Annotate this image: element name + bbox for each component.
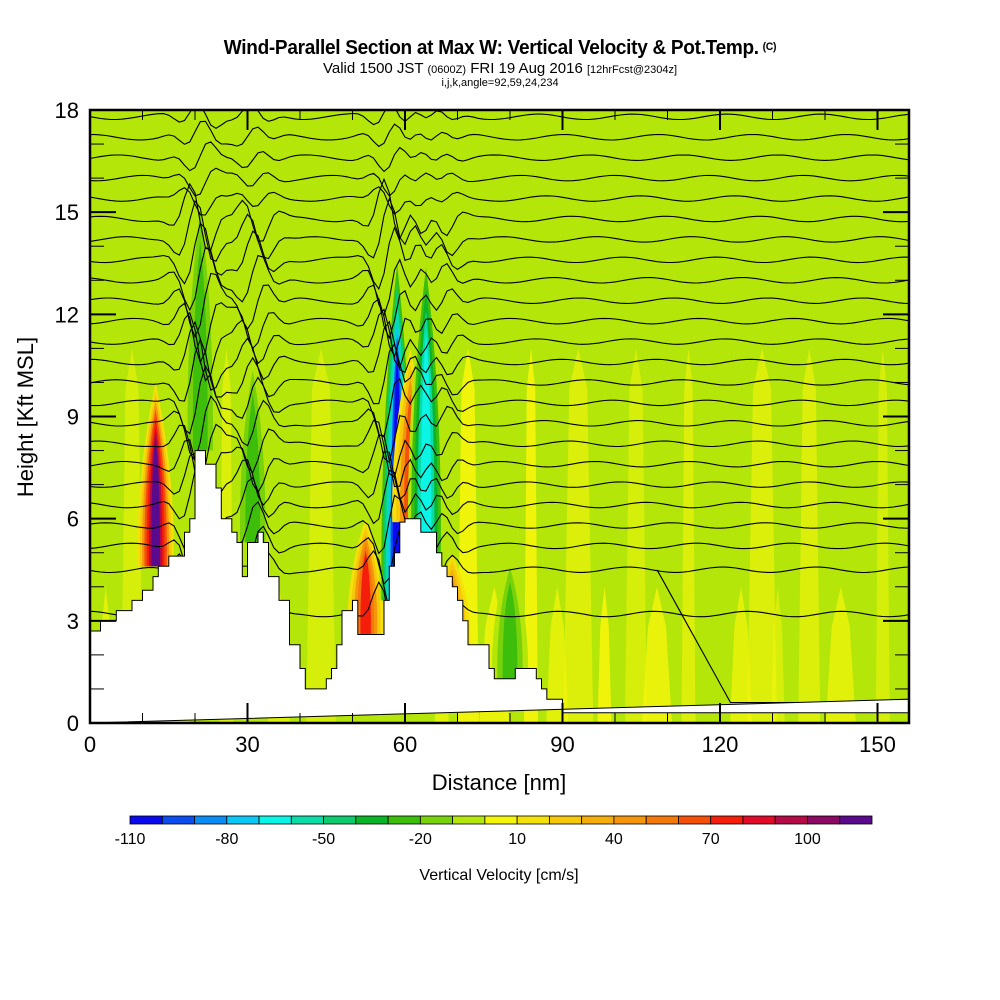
- weak-updraft-band: [798, 348, 821, 723]
- forecast-info: [12hrFcst@2304z]: [586, 64, 678, 76]
- y-axis-label: Height [Kft MSL]: [13, 337, 38, 497]
- x-tick-label: 0: [84, 732, 96, 757]
- colorbar-swatch: [710, 815, 744, 825]
- downdraft-band: [245, 393, 261, 543]
- weak-updraft-band: [306, 348, 336, 723]
- weak-updraft-band: [681, 348, 696, 723]
- colorbar-swatch: [419, 815, 454, 825]
- theta-contour: [90, 297, 909, 364]
- updraft-band: [151, 437, 160, 567]
- axes: 0 30 60 90 120 150 0 3 6 9 12 15 18: [55, 98, 911, 757]
- y-tick-label: 9: [67, 405, 79, 430]
- x-tick-label: 30: [235, 732, 259, 757]
- colorbar-tick-label: -80: [215, 831, 238, 848]
- colorbar-swatch: [645, 815, 679, 825]
- theta-contour: [90, 197, 909, 263]
- colorbar-swatch: [484, 815, 518, 825]
- indices-line: i,j,k,angle=92,59,24,234: [441, 77, 559, 89]
- colorbar-swatch: [613, 815, 647, 825]
- theta-contour: [90, 246, 909, 317]
- colorbar-tick-label: 70: [702, 831, 720, 848]
- colorbar-tick-label: 10: [508, 831, 526, 848]
- colorbar-swatch: [807, 815, 841, 825]
- y-tick-label: 6: [67, 507, 79, 532]
- theta-contour: [90, 222, 909, 291]
- theta-contour: [90, 395, 909, 464]
- weak-updraft-band: [730, 586, 752, 723]
- theta-contour: [90, 186, 909, 216]
- colorbar-swatch: [452, 815, 486, 825]
- colorbar-swatch: [355, 815, 389, 825]
- weak-updraft-band: [546, 586, 569, 723]
- colorbar-tick-label: -20: [409, 831, 432, 848]
- downdraft-band: [502, 582, 518, 679]
- downdraft-band: [192, 241, 208, 451]
- chart-title: Wind-Parallel Section at Max W: Vertical…: [25, 37, 975, 60]
- x-tick-label: 150: [859, 732, 896, 757]
- copyright-mark: (C): [762, 41, 777, 53]
- colorbar-swatch: [548, 815, 583, 825]
- downdraft-band: [420, 332, 432, 553]
- theta-contour: [90, 451, 909, 519]
- theta-contour: [90, 434, 909, 503]
- y-tick-label: 0: [67, 711, 79, 736]
- theta-contour: [90, 177, 909, 251]
- colorbar-swatch: [290, 815, 324, 825]
- theta-contour: [90, 320, 909, 391]
- colorbar: -110 -80 -50 -20 10 40 70 100: [115, 815, 873, 848]
- x-tick-label: 60: [393, 732, 417, 757]
- colorbar-swatch: [323, 815, 357, 825]
- theta-contour: [90, 308, 909, 382]
- colorbar-swatch: [387, 815, 421, 825]
- theta-contour: [90, 141, 909, 173]
- colorbar-swatch: [839, 815, 873, 825]
- colorbar-swatch: [516, 815, 550, 825]
- terrain-profile: [89, 450, 910, 724]
- terrain-polygon: [89, 450, 910, 724]
- theta-contour: [90, 364, 909, 438]
- pot-temp-contours: [90, 110, 909, 704]
- theta-contour: [90, 272, 909, 340]
- colorbar-swatch: [226, 815, 260, 825]
- theta-contour: [90, 167, 909, 197]
- y-tick-label: 12: [55, 302, 79, 327]
- colorbar-swatch: [678, 815, 712, 825]
- theta-contour: [90, 419, 909, 484]
- colorbar-swatch: [129, 815, 163, 825]
- weak-updraft-band: [875, 348, 890, 723]
- colorbar-tick-label: -50: [312, 831, 335, 848]
- x-tick-label: 90: [550, 732, 574, 757]
- weak-updraft-band: [770, 586, 785, 723]
- chart-title-text: Wind-Parallel Section at Max W: Vertical…: [223, 37, 759, 59]
- valid-date: FRI 19 Aug 2016: [470, 60, 583, 77]
- x-tick-label: 120: [702, 732, 739, 757]
- colorbar-swatch: [581, 815, 615, 825]
- weak-updraft-band: [597, 586, 612, 723]
- theta-contour: [90, 120, 909, 148]
- x-axis-label: Distance [nm]: [432, 770, 567, 795]
- valid-utc: (0600Z): [427, 64, 467, 76]
- y-tick-label: 15: [55, 200, 79, 225]
- weak-updraft-band: [625, 348, 647, 723]
- colorbar-tick-label: 100: [794, 831, 821, 848]
- y-tick-label: 18: [55, 98, 79, 123]
- valid-time: Valid 1500 JST: [322, 60, 424, 77]
- weak-updraft-band: [825, 586, 856, 723]
- colorbar-swatch: [742, 815, 776, 825]
- y-tick-label: 3: [67, 609, 79, 634]
- weak-updraft-band: [524, 348, 538, 723]
- colorbar-tick-label: -110: [115, 831, 146, 848]
- colorbar-swatch: [774, 815, 808, 825]
- chart-subtitle: Valid 1500 JST (0600Z) FRI 19 Aug 2016 […: [0, 60, 1000, 77]
- colorbar-swatch: [258, 815, 292, 825]
- updraft-band: [360, 551, 371, 635]
- weak-updraft-band: [642, 586, 672, 723]
- colorbar-tick-label: 40: [605, 831, 623, 848]
- colorbar-swatch: [194, 815, 228, 825]
- theta-contour: [90, 337, 909, 405]
- theta-contour: [90, 465, 909, 530]
- colorbar-swatch: [161, 815, 195, 825]
- colorbar-label: Vertical Velocity [cm/s]: [419, 867, 578, 884]
